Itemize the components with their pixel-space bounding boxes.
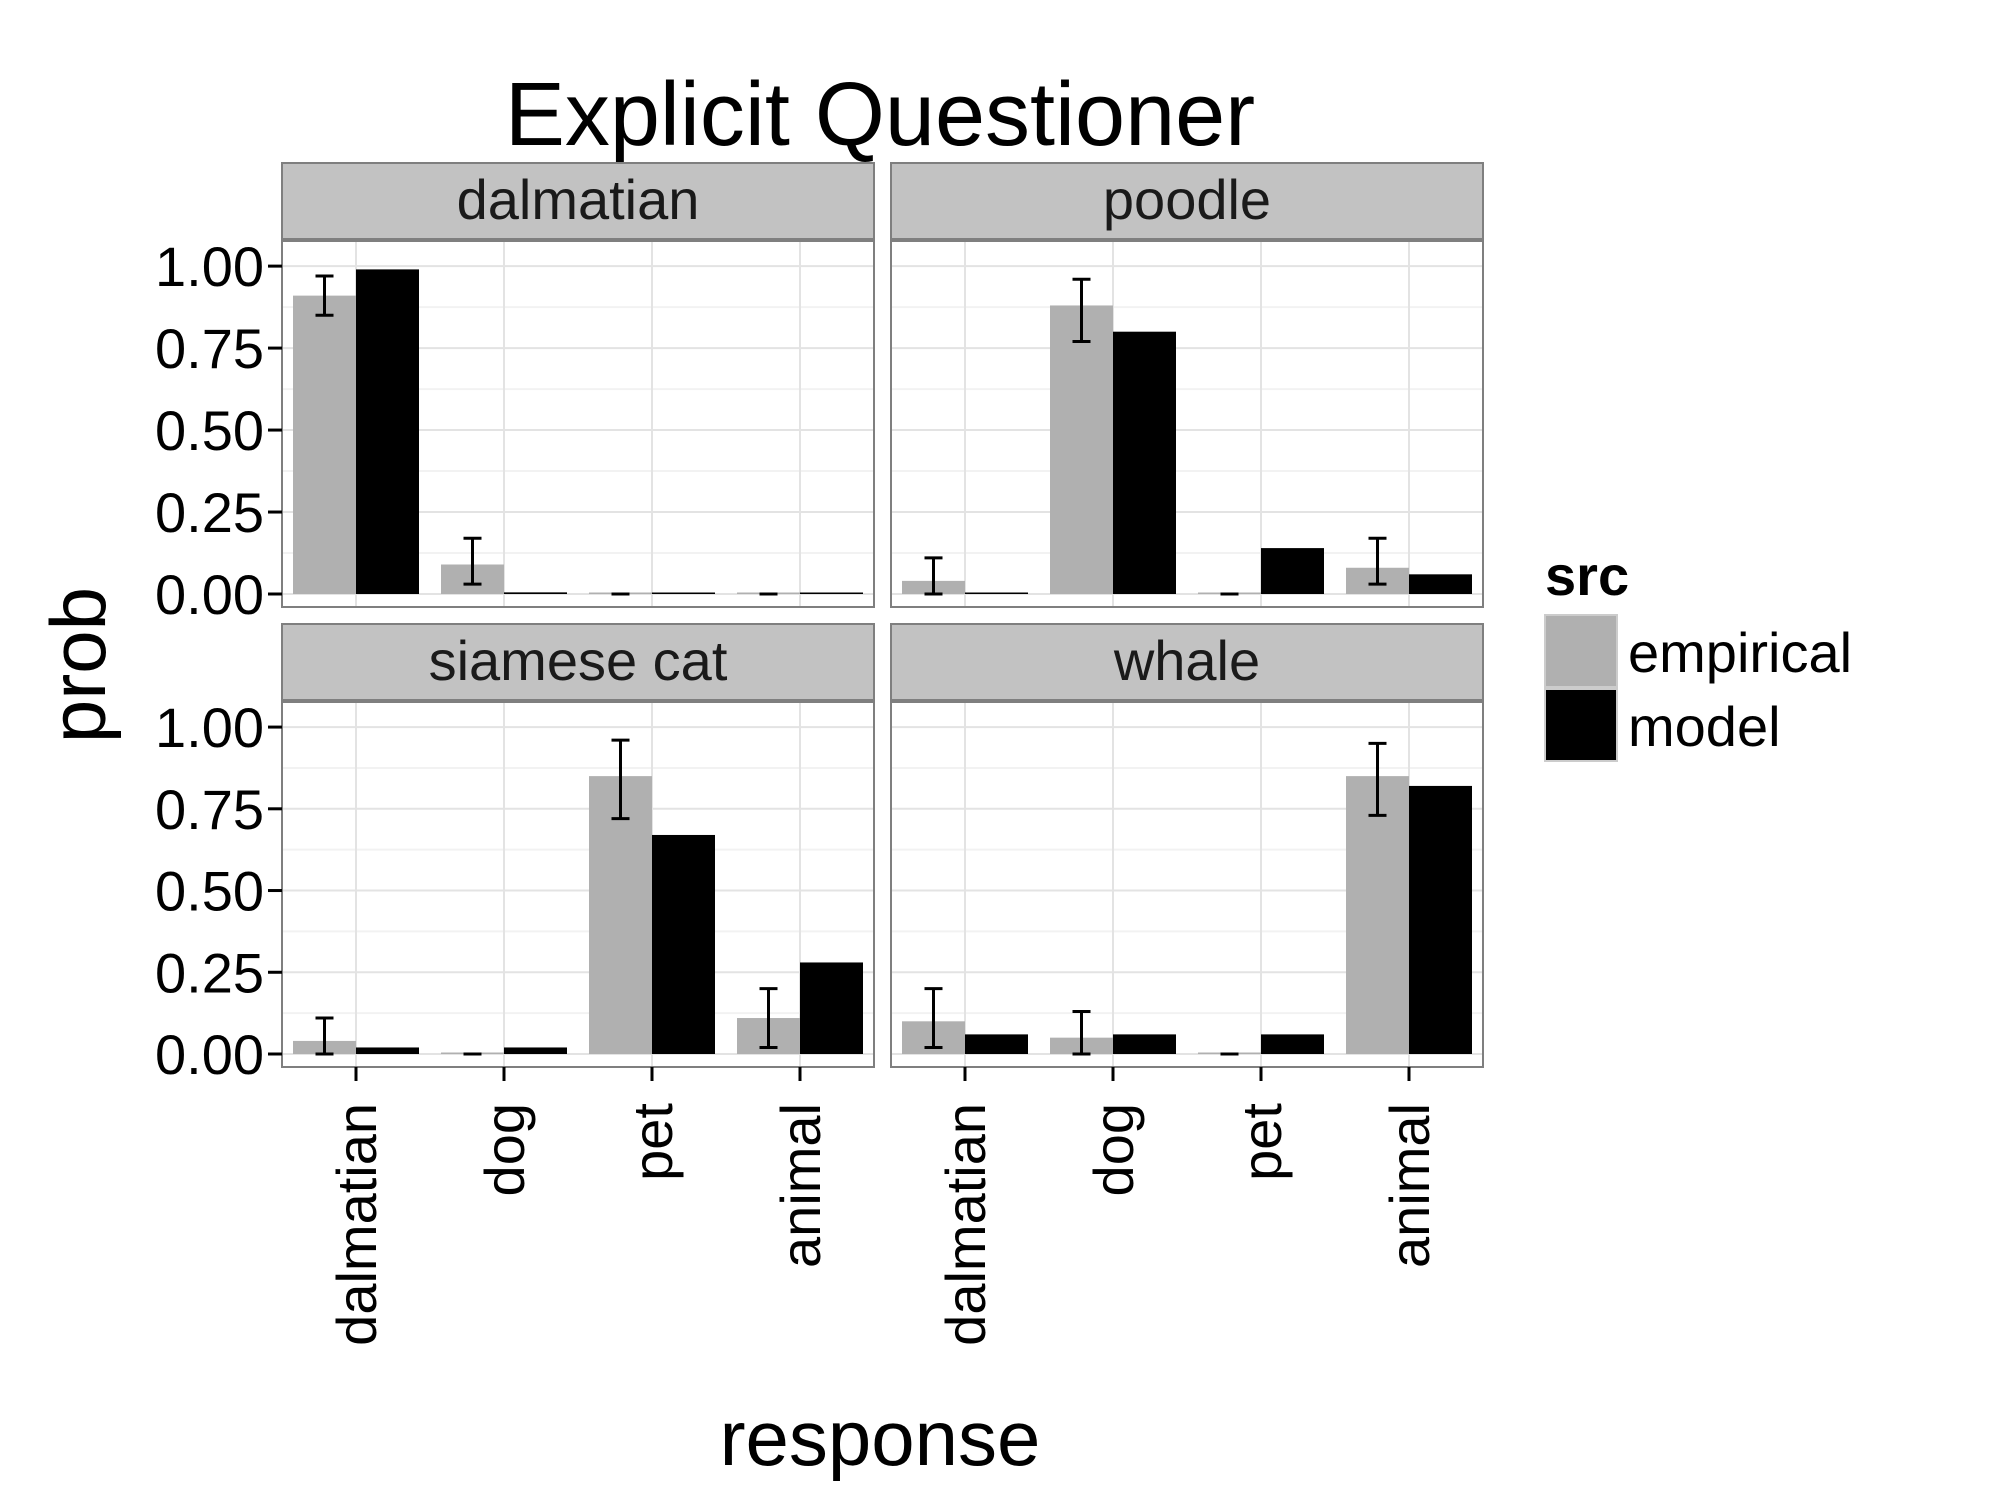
y-tick-label: 0.75 (155, 778, 264, 841)
legend-label-empirical: empirical (1628, 621, 1852, 684)
x-tick-label-dalmatian: dalmatian (934, 1103, 997, 1346)
x-tick-label-dalmatian: dalmatian (325, 1103, 388, 1346)
x-tick-label-pet: pet (1230, 1103, 1293, 1181)
y-tick-label: 0.00 (155, 1023, 264, 1086)
errorbar-dalmatian (315, 1016, 334, 1056)
bar-model-pet (1261, 1034, 1324, 1054)
bar-model-dog (1113, 1034, 1176, 1054)
bar-model-dog (504, 1047, 567, 1054)
x-tick-label-dog: dog (1082, 1103, 1145, 1196)
y-tick-label: 0.50 (155, 860, 264, 923)
strip-label-siamese-cat: siamese cat (429, 629, 728, 692)
y-tick-label: 1.00 (155, 696, 264, 759)
x-tick-label-pet: pet (621, 1103, 684, 1181)
errorbar-dalmatian (924, 987, 943, 1049)
legend: src empirical model (1544, 544, 1852, 762)
strip-background (281, 162, 875, 240)
y-tick-label: 0.50 (155, 399, 264, 462)
bar-model-dalmatian (965, 1034, 1028, 1054)
panel-border (890, 240, 1484, 608)
panel-dalmatian: dalmatian (281, 162, 875, 608)
bar-model-animal (800, 592, 863, 594)
x-axis-title: response (720, 1394, 1041, 1482)
bar-model-animal (1409, 785, 1472, 1054)
bar-empirical-dalmatian (293, 295, 356, 594)
errorbar-animal (1368, 536, 1387, 586)
bar-model-animal (800, 962, 863, 1054)
bar-empirical-animal (1346, 776, 1409, 1054)
errorbar-animal (759, 987, 778, 1049)
strip-label-whale: whale (1113, 629, 1260, 692)
x-tick-label-dog: dog (473, 1103, 536, 1196)
y-tick-label: 0.75 (155, 317, 264, 380)
y-tick-label: 0.25 (155, 481, 264, 544)
strip-label-poodle: poodle (1103, 168, 1271, 231)
strip-background (890, 162, 1484, 240)
bar-model-pet (652, 592, 715, 594)
bar-empirical-pet (589, 776, 652, 1054)
bar-model-dog (1113, 331, 1176, 594)
bar-model-pet (1261, 548, 1324, 594)
errorbar-dog (1072, 1010, 1091, 1056)
panel-border (281, 701, 875, 1068)
strip-background (890, 623, 1484, 701)
strip-label-dalmatian: dalmatian (457, 168, 700, 231)
panel-background (282, 702, 874, 1067)
chart-title: Explicit Questioner (505, 65, 1255, 165)
legend-title: src (1545, 544, 1629, 607)
y-tick-label: 1.00 (155, 235, 264, 298)
bar-model-pet (652, 834, 715, 1054)
bar-model-dalmatian (356, 269, 419, 594)
x-tick-label-animal: animal (769, 1103, 832, 1268)
bar-model-animal (1409, 574, 1472, 594)
panels-layer: dalmatian poodle siamese cat whale (281, 162, 1484, 1068)
strip-background (281, 623, 875, 701)
errorbar-dalmatian (924, 556, 943, 596)
panel-border (281, 240, 875, 608)
errorbar-animal (1368, 741, 1387, 817)
bar-model-dalmatian (965, 592, 1028, 594)
panel-background (891, 241, 1483, 607)
errorbar-dog (463, 536, 482, 586)
y-tick-label: 0.25 (155, 941, 264, 1004)
bar-empirical-dog (1050, 305, 1113, 594)
bar-model-dalmatian (356, 1047, 419, 1054)
legend-key-empirical (1544, 614, 1618, 688)
y-axis-title: prob (34, 587, 122, 743)
x-tick-label-animal: animal (1378, 1103, 1441, 1268)
y-axis-layer: 0.00 0.25 0.50 0.75 1.00 0.00 0.25 0.50 0.75 1.00 (155, 235, 282, 1086)
panel-border (890, 701, 1484, 1068)
y-tick-label: 0.00 (155, 563, 264, 626)
panel-siamese-cat: siamese cat (281, 623, 875, 1068)
panel-whale: whale (890, 623, 1484, 1068)
errorbar-dalmatian (315, 274, 334, 317)
legend-label-model: model (1628, 695, 1781, 758)
errorbar-dog (1072, 277, 1091, 344)
bar-model-dog (504, 592, 567, 594)
errorbar-pet (611, 738, 630, 821)
legend-key-model (1544, 688, 1618, 762)
x-axis-layer: dalmatian dog pet animal dalmatian dog pet anim… (325, 1067, 1441, 1346)
panel-poodle: poodle (890, 162, 1484, 608)
